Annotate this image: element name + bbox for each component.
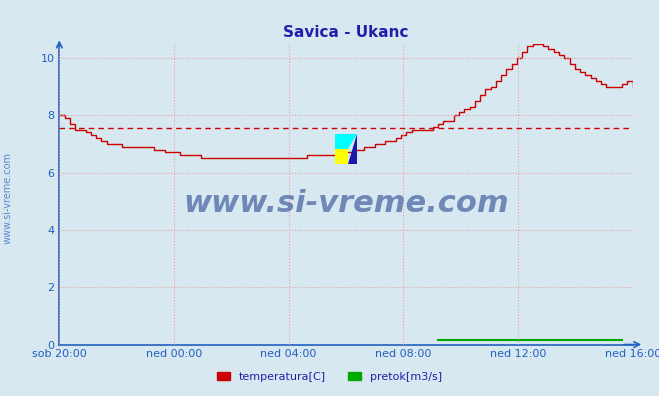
Polygon shape — [348, 134, 357, 164]
Title: Savica - Ukanc: Savica - Ukanc — [283, 25, 409, 40]
Legend: temperatura[C], pretok[m3/s]: temperatura[C], pretok[m3/s] — [212, 367, 447, 386]
Text: www.si-vreme.com: www.si-vreme.com — [183, 188, 509, 217]
Text: www.si-vreme.com: www.si-vreme.com — [3, 152, 13, 244]
FancyBboxPatch shape — [335, 134, 348, 149]
Polygon shape — [348, 134, 357, 149]
FancyBboxPatch shape — [335, 134, 348, 164]
